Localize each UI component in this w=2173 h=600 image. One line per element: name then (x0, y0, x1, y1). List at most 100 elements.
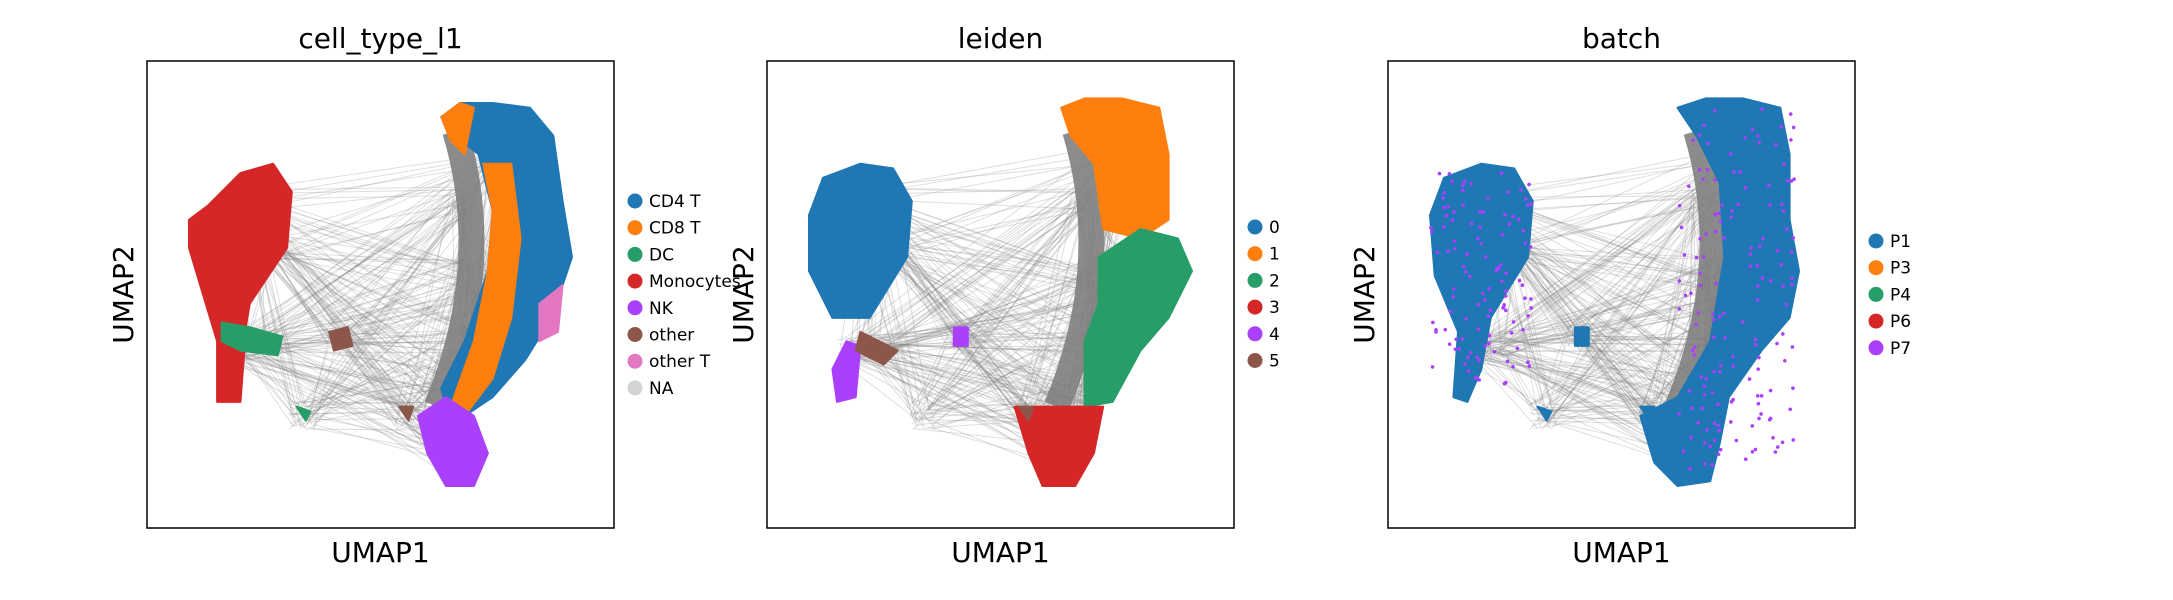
point-p7 (1712, 335, 1716, 339)
cluster-dcA (220, 321, 284, 357)
point-p7 (1527, 364, 1532, 368)
graph-edge (914, 267, 1088, 421)
graph-edge (874, 240, 1103, 285)
point-p7 (1504, 294, 1508, 298)
point-p7 (1775, 248, 1780, 253)
graph-edge (1515, 253, 1726, 261)
graph-edge (261, 192, 467, 343)
graph-edge (396, 193, 455, 406)
point-p7 (1692, 345, 1697, 350)
graph-edge (840, 350, 1039, 426)
legend-marker (627, 327, 643, 342)
graph-edge (913, 203, 1095, 430)
graph-edge (1499, 350, 1535, 416)
point-p7 (1682, 253, 1687, 257)
point-p7 (1464, 317, 1468, 321)
graph-edge (254, 284, 467, 345)
point-p7 (1480, 291, 1485, 296)
legend-marker (627, 246, 643, 262)
point-p7 (1743, 185, 1748, 190)
graph-edge (1579, 207, 1711, 329)
point-p7 (1526, 360, 1530, 365)
legend-marker (1247, 272, 1263, 288)
graph-edge (335, 188, 452, 336)
graph-edge (266, 246, 483, 353)
graph-edge (859, 357, 1056, 465)
point-p7 (1446, 249, 1450, 254)
graph-edge (1019, 196, 1078, 425)
point-p7 (1505, 359, 1510, 364)
graph-edge (312, 401, 449, 406)
legend-marker (1247, 326, 1263, 342)
graph-edge (243, 197, 463, 339)
graph-edge (1493, 351, 1707, 390)
point-p7 (1503, 289, 1508, 293)
graph-edge (929, 270, 1089, 407)
graph-edge (1474, 257, 1726, 360)
cluster-lLeft (808, 162, 913, 319)
point-p7 (1786, 178, 1790, 183)
graph-edge (1513, 236, 1714, 388)
graph-edge (885, 258, 1081, 400)
point-p7 (1698, 283, 1703, 288)
graph-edge (1473, 145, 1730, 356)
graph-edge (312, 346, 337, 430)
graph-edge (272, 251, 487, 264)
graph-edge (1503, 203, 1716, 247)
point-p7 (1511, 364, 1515, 369)
point-p7 (1729, 420, 1733, 424)
graph-edge (890, 253, 924, 426)
point-p7 (1441, 225, 1446, 230)
point-p7 (1694, 255, 1699, 260)
graph-edge (861, 349, 925, 428)
legend-label: CD4 T (649, 192, 701, 212)
graph-edge (273, 233, 443, 451)
point-p7 (1768, 416, 1773, 421)
point-p7 (1677, 411, 1681, 416)
graph-edge (891, 241, 1106, 277)
graph-edge (1504, 156, 1733, 345)
point-p7 (1697, 167, 1702, 172)
point-p7 (1782, 162, 1787, 167)
graph-edge (917, 202, 1087, 407)
point-p7 (1755, 298, 1760, 302)
graph-edge (934, 190, 1087, 410)
graph-edge (256, 241, 472, 336)
point-p7 (1750, 127, 1755, 131)
graph-edge (1549, 199, 1718, 414)
graph-edge (1496, 338, 1653, 414)
point-p7 (1758, 244, 1762, 249)
point-p7 (1483, 343, 1487, 348)
graph-edge (1500, 345, 1534, 409)
graph-edge (911, 332, 1090, 425)
point-p7 (1755, 394, 1760, 398)
graph-edge (909, 334, 949, 418)
point-p7 (1511, 214, 1515, 219)
point-p7 (1791, 125, 1796, 130)
graph-edge (1567, 191, 1718, 329)
point-p7 (1690, 348, 1695, 353)
point-p7 (1729, 215, 1734, 220)
graph-edge (224, 360, 420, 430)
graph-edge (240, 353, 306, 430)
point-p7 (1504, 380, 1508, 385)
point-p7 (1748, 264, 1753, 269)
graph-edge (1501, 258, 1713, 346)
legend-marker (1247, 246, 1263, 262)
point-p7 (1740, 320, 1745, 324)
graph-edge (1529, 412, 1664, 424)
point-p7 (1729, 400, 1734, 404)
point-p7 (1697, 133, 1702, 138)
point-p7 (1452, 239, 1457, 244)
graph-edge (264, 339, 446, 450)
graph-edge (1496, 164, 1733, 351)
point-p7 (1507, 222, 1512, 226)
legend-label: 0 (1269, 218, 1280, 238)
graph-edge (306, 280, 469, 421)
graph-edge (861, 278, 1098, 359)
graph-edge (859, 353, 1075, 410)
legend-marker (627, 300, 643, 316)
graph-edge (279, 213, 454, 258)
x-axis-label: UMAP1 (951, 536, 1050, 569)
point-p7 (1722, 335, 1727, 340)
